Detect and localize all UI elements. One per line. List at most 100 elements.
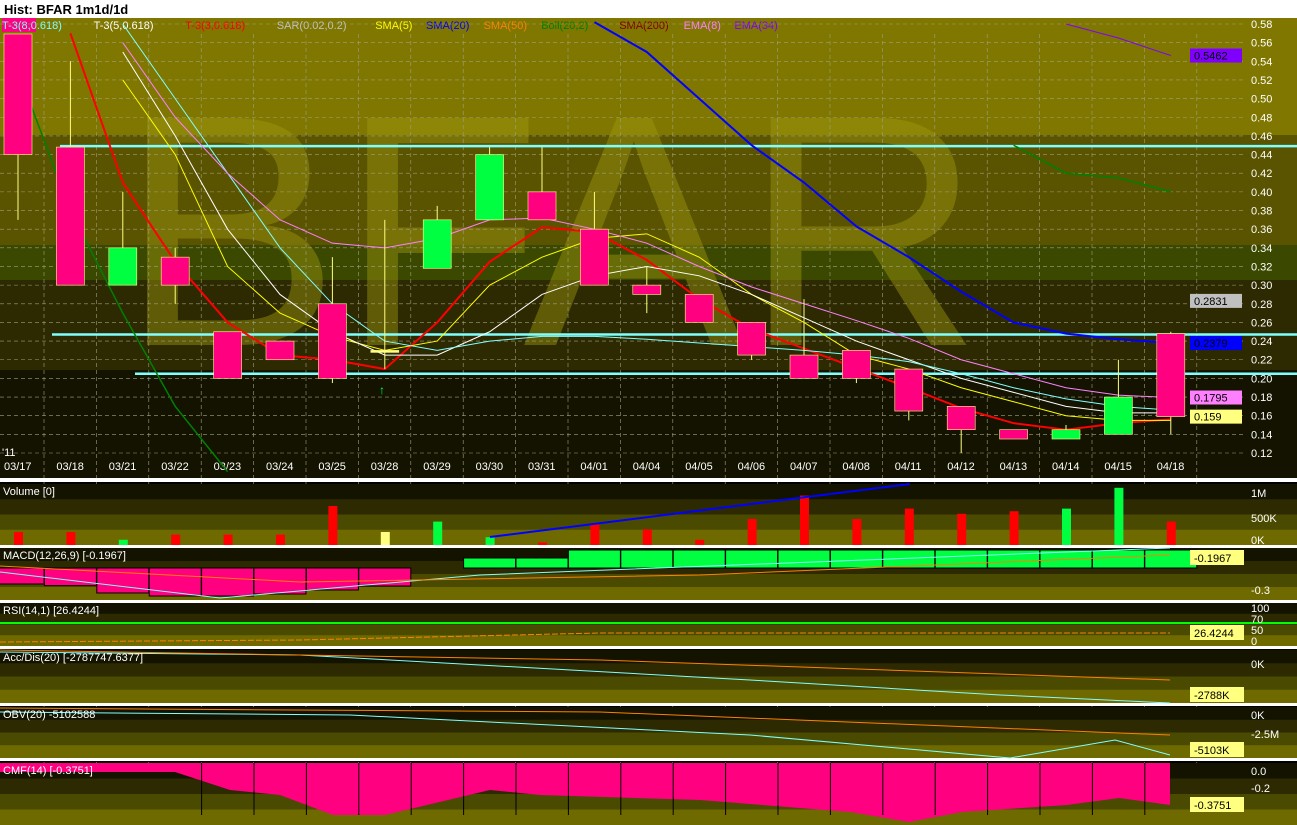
background-band — [0, 135, 1297, 245]
legend-item: SMA(5) — [375, 20, 412, 32]
candle[interactable] — [999, 429, 1028, 440]
x-tick-label: 03/31 — [528, 461, 556, 473]
panel-tick: 50 — [1251, 625, 1263, 637]
panel-tick: 70 — [1251, 614, 1263, 626]
y-tick-label: 0.48 — [1251, 112, 1272, 124]
panel-last-value: 26.4244 — [1194, 628, 1234, 640]
candle[interactable] — [737, 322, 766, 356]
macd-bar — [829, 549, 883, 569]
candle[interactable] — [370, 350, 400, 353]
volume-bar — [957, 513, 967, 545]
candle[interactable] — [894, 368, 924, 412]
volume-bar — [433, 521, 443, 545]
candle[interactable] — [580, 228, 609, 286]
y-tick-label: 0.56 — [1251, 38, 1272, 50]
volume-bar — [642, 529, 652, 545]
candle[interactable] — [318, 303, 347, 379]
cmf-area — [0, 763, 1170, 822]
background-band — [0, 663, 1297, 678]
y-tick-label: 0.54 — [1251, 56, 1272, 68]
volume-bar — [66, 532, 76, 545]
x-tick-label: 04/01 — [580, 461, 608, 473]
volume-bar — [747, 519, 757, 545]
legend-item: T-3(3,0.618) — [185, 20, 245, 32]
candle[interactable] — [789, 354, 819, 379]
legend-item: EMA(8) — [684, 20, 721, 32]
volume-bar — [223, 534, 233, 545]
year-marker: '11 — [2, 447, 16, 459]
series-line — [122, 79, 1171, 421]
background-band — [0, 635, 1297, 647]
y-tick-label: 0.42 — [1251, 168, 1272, 180]
candle[interactable] — [842, 350, 871, 379]
panel-last-tag — [1190, 797, 1244, 812]
y-tick-label: 0.34 — [1251, 243, 1272, 255]
x-tick-label: 03/30 — [476, 461, 504, 473]
accdis-ma-line — [0, 649, 1171, 681]
candle[interactable] — [684, 294, 714, 323]
y-tick-label: 0.18 — [1251, 392, 1272, 404]
series-line — [1065, 23, 1171, 56]
panel-last-value: -0.3751 — [1194, 800, 1231, 812]
macd-bar — [1144, 549, 1198, 569]
candle[interactable] — [632, 284, 662, 295]
background-band — [0, 603, 1297, 615]
x-tick-label: 04/15 — [1104, 461, 1132, 473]
y-tick-label: 0.12 — [1251, 448, 1272, 460]
x-tick-label: 03/24 — [266, 461, 294, 473]
x-tick-label: 04/14 — [1052, 461, 1080, 473]
panel-separator — [0, 703, 1297, 706]
legend-item: T-3(5,0.618) — [94, 20, 154, 32]
candle[interactable] — [160, 256, 190, 286]
background-band — [0, 370, 1297, 478]
panel-label: RSI(14,1) [26.4244] — [3, 605, 99, 617]
candle[interactable] — [527, 191, 557, 221]
candle[interactable] — [3, 33, 33, 155]
x-tick-label: 03/17 — [4, 461, 32, 473]
candle[interactable] — [1156, 333, 1186, 417]
candle[interactable] — [265, 340, 295, 361]
y-tick-label: 0.44 — [1251, 150, 1272, 162]
x-tick-label: 04/18 — [1157, 461, 1185, 473]
obv-line — [0, 711, 1171, 759]
last-value-text: 0.159 — [1194, 412, 1222, 424]
last-value-tag — [1190, 409, 1242, 424]
obv-ma-line — [0, 707, 1171, 736]
last-value-text: 0.1795 — [1194, 393, 1228, 405]
last-value-text: 0.2831 — [1194, 296, 1228, 308]
candle[interactable] — [213, 331, 242, 379]
x-tick-label: 03/29 — [423, 461, 451, 473]
candle[interactable] — [1051, 429, 1081, 440]
macd-bar — [987, 549, 1041, 569]
volume-bar — [538, 542, 547, 545]
candle[interactable] — [1104, 396, 1133, 435]
y-tick-label: 0.52 — [1251, 75, 1272, 87]
volume-bar — [590, 524, 600, 545]
volume-bar — [852, 519, 862, 545]
y-tick-label: 0.24 — [1251, 336, 1272, 348]
panel-label: Acc/Dis(20) [-2787747.6377] — [3, 652, 143, 664]
panel-label: MACD(12,26,9) [-0.1967] — [3, 550, 126, 562]
candle[interactable] — [422, 219, 452, 269]
x-tick-label: 04/04 — [633, 461, 661, 473]
last-value-text: 0.5462 — [1194, 51, 1228, 63]
y-tick-label: 0.36 — [1251, 224, 1272, 236]
panel-separator — [0, 646, 1297, 649]
last-value-tag — [1190, 336, 1242, 351]
x-tick-label: 03/25 — [318, 461, 346, 473]
series-line — [122, 51, 1171, 414]
candle[interactable] — [946, 406, 976, 430]
background-band — [0, 809, 1297, 825]
candle[interactable] — [108, 247, 138, 286]
last-value-tag — [1190, 48, 1242, 63]
macd-bar — [463, 557, 517, 569]
y-tick-label: 0.40 — [1251, 187, 1272, 199]
background-band — [0, 514, 1297, 531]
y-tick-label: 0.26 — [1251, 317, 1272, 329]
candle[interactable] — [475, 154, 504, 221]
x-tick-label: 04/12 — [947, 461, 975, 473]
panel-tick: 100 — [1251, 603, 1269, 615]
panel-last-value: -5103K — [1194, 745, 1230, 757]
candle[interactable] — [56, 146, 85, 286]
